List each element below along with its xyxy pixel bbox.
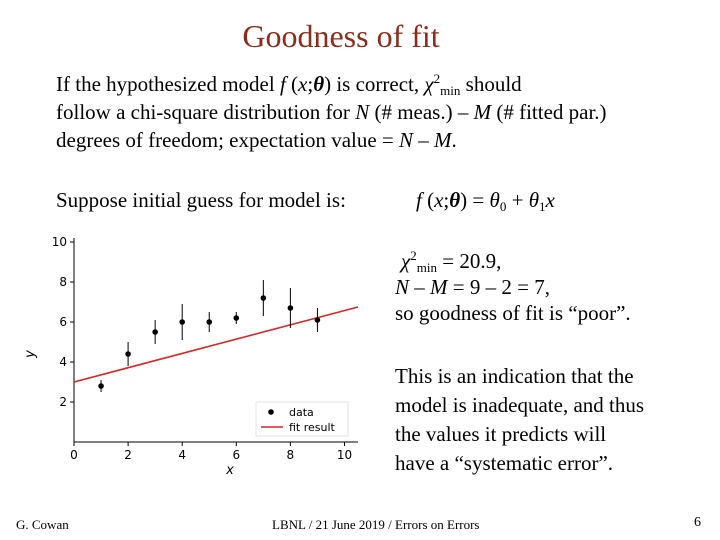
y-axis-label: y: [23, 350, 38, 359]
suppose-text: Suppose initial guess for model is:: [56, 188, 346, 212]
legend-box: [255, 401, 349, 437]
data-point: [152, 329, 158, 335]
x-tick-label: 0: [70, 448, 78, 462]
x-tick-label: 2: [124, 448, 132, 462]
y-tick-label: 2: [59, 395, 67, 409]
footer-event: LBNL / 21 June 2019 / Errors on Errors: [272, 517, 480, 532]
y-tick-label: 6: [59, 315, 67, 329]
data-point: [233, 315, 240, 321]
data-point: [125, 351, 131, 357]
x-tick-label: 6: [232, 448, 240, 462]
indication-line: This is an indication that the: [395, 364, 634, 388]
data-point: [314, 317, 321, 323]
chi2-result: χ2min = 20.9, N – M = 9 – 2 = 7, so good…: [395, 248, 631, 325]
model-formula: f (x;θ) = θ0 + θ1x: [416, 188, 555, 214]
indication-line: have a “systematic error”.: [395, 451, 614, 475]
y-tick-label: 4: [59, 355, 67, 369]
page-number: 6: [694, 515, 701, 530]
data-point: [260, 295, 267, 301]
y-tick-label: 8: [59, 275, 67, 289]
fit-line: [73, 306, 359, 383]
x-tick-label: 10: [337, 448, 352, 462]
data-point: [179, 319, 185, 325]
data-point: [287, 305, 294, 311]
legend-data-label: data: [289, 406, 314, 419]
footer-author: G. Cowan: [16, 517, 69, 532]
legend-fit-label: fit result: [289, 421, 336, 434]
legend-data-marker: [268, 409, 274, 415]
data-point: [98, 383, 104, 389]
fit-chart: 0 2 4 6 8 10 2 4 6 8 10 x y data fit result: [23, 235, 359, 478]
y-tick-label: 10: [52, 235, 67, 249]
data-point: [206, 319, 213, 325]
x-tick-label: 8: [287, 448, 295, 462]
slide-title: Goodness of fit: [242, 18, 440, 54]
indication-line: the values it predicts will: [395, 422, 607, 446]
indication-paragraph: This is an indication that the model is …: [395, 362, 705, 478]
x-tick-label: 4: [178, 448, 186, 462]
intro-paragraph: If the hypothesized model f (x;θ) is cor…: [56, 71, 607, 152]
x-axis-label: x: [225, 463, 234, 478]
indication-line: model is inadequate, and thus: [395, 393, 645, 417]
